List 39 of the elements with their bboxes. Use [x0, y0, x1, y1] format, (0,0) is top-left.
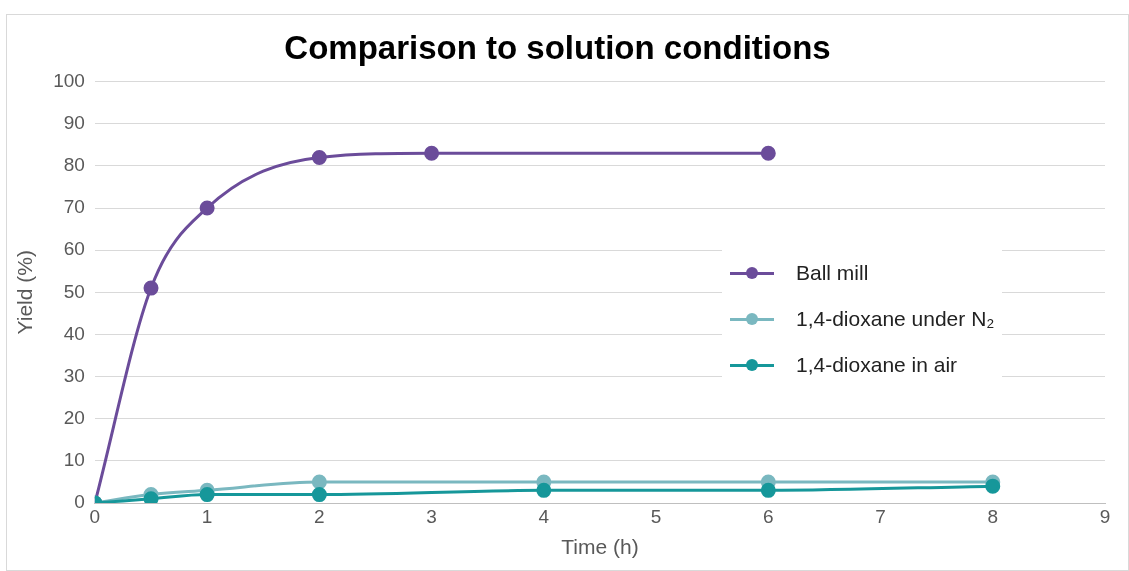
- x-axis-title: Time (h): [561, 535, 639, 559]
- legend-label: 1,4-dioxane under N₂: [796, 307, 995, 331]
- point: [199, 200, 215, 216]
- y-tick-label: 10: [63, 449, 85, 471]
- point: [760, 145, 776, 161]
- x-tick-label: 3: [426, 505, 437, 527]
- point: [143, 280, 159, 296]
- legend-label: 1,4-dioxane in air: [796, 353, 958, 377]
- y-tick-label: 70: [63, 196, 85, 218]
- point: [311, 487, 327, 503]
- y-tick-label: 100: [53, 69, 85, 91]
- x-tick-label: 2: [314, 505, 325, 527]
- x-tick-label: 5: [650, 505, 662, 527]
- y-axis-title: Yield (%): [13, 250, 37, 335]
- y-tick-label: 80: [63, 154, 85, 176]
- x-tick-label: 0: [89, 505, 101, 527]
- legend-label: Ball mill: [796, 261, 869, 285]
- y-tick-label: 90: [63, 111, 85, 133]
- y-tick-label: 30: [63, 364, 85, 386]
- point: [985, 478, 1001, 494]
- x-tick-label: 7: [875, 505, 886, 527]
- point: [311, 149, 327, 165]
- x-tick-label: 1: [201, 505, 213, 527]
- x-tick-label: 8: [987, 505, 999, 527]
- point: [424, 145, 440, 161]
- y-tick-label: 0: [74, 491, 85, 513]
- x-tick-label: 6: [763, 505, 774, 527]
- point: [760, 482, 776, 498]
- x-tick-label: 4: [538, 505, 550, 527]
- x-tick-label: 9: [1099, 505, 1111, 527]
- y-tick-label: 60: [63, 238, 85, 260]
- y-tick-label: 20: [63, 406, 85, 428]
- y-tick-label: 40: [63, 322, 85, 344]
- point: [199, 487, 215, 503]
- point: [143, 491, 159, 503]
- y-tick-label: 50: [63, 280, 85, 302]
- point: [536, 482, 552, 498]
- point: [311, 474, 327, 490]
- chart-title: Comparison to solution conditions: [284, 28, 831, 66]
